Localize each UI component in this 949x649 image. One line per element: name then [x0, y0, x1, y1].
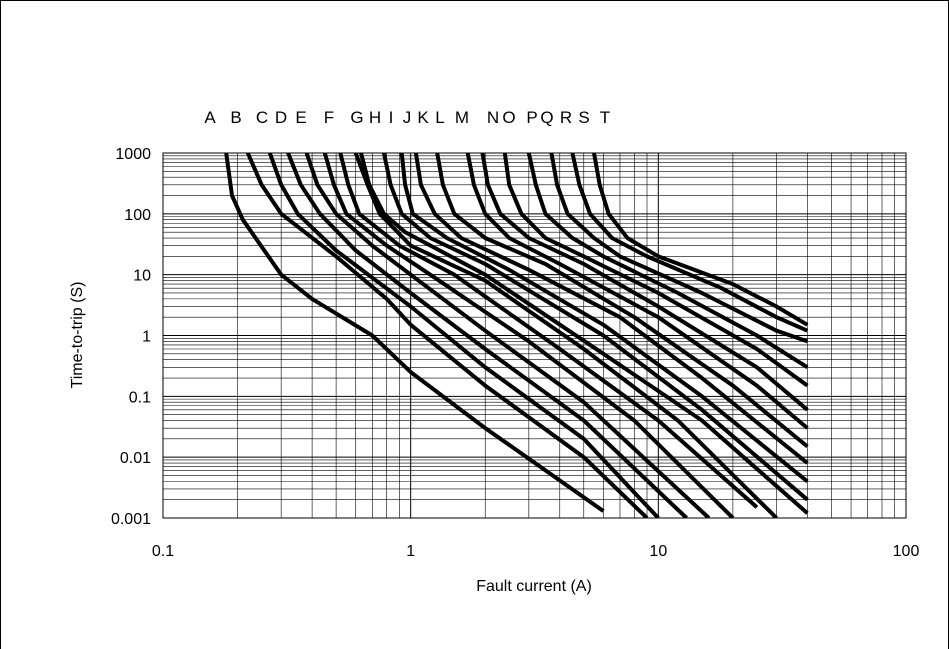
x-tick-label: 1 — [406, 543, 415, 560]
curve-label-p: P — [526, 108, 537, 127]
curve-e — [304, 153, 711, 518]
curve-label-f: F — [324, 108, 334, 127]
curve-b — [245, 153, 649, 518]
curve-k — [399, 153, 809, 483]
curve-m — [435, 153, 809, 449]
plot-area-border — [162, 152, 907, 519]
curve-label-h: H — [369, 108, 381, 127]
curve-label-b: B — [230, 108, 241, 127]
curve-label-t: T — [600, 108, 610, 127]
curve-label-c: C — [256, 108, 268, 127]
curve-a — [224, 153, 605, 513]
curve-g — [338, 153, 759, 509]
curve-label-a: A — [204, 108, 216, 127]
curve-label-j: J — [403, 108, 412, 127]
x-axis-label: Fault current (A) — [476, 578, 592, 595]
curve-label-r: R — [560, 108, 572, 127]
y-tick-label: 100 — [124, 207, 151, 224]
y-tick-label: 1000 — [115, 146, 151, 163]
curve-l — [413, 153, 809, 465]
y-tick-label: 1 — [142, 329, 151, 346]
curve-label-m: M — [455, 108, 469, 127]
curve-j — [381, 153, 809, 502]
curve-label-n: N — [487, 108, 499, 127]
curve-label-s: S — [578, 108, 589, 127]
curve-label-g: G — [350, 108, 363, 127]
x-tick-label: 10 — [649, 543, 667, 560]
x-tick-label: 100 — [893, 543, 920, 560]
curve-t — [592, 153, 809, 327]
curve-label-o: O — [502, 108, 515, 127]
curve-d — [286, 153, 688, 518]
y-axis-label: Time-to-trip (S) — [69, 282, 86, 389]
y-tick-label: 0.01 — [120, 450, 151, 467]
curve-label-k: K — [417, 108, 429, 127]
curve-label-i: I — [389, 108, 394, 127]
y-tick-label: 0.001 — [111, 511, 151, 528]
curves-group — [224, 153, 809, 518]
curve-i — [359, 153, 809, 515]
x-tick-label: 0.1 — [152, 543, 174, 560]
curve-c — [267, 153, 660, 518]
y-tick-labels: 1000 100 10 1 0.1 0.01 0.001 — [111, 146, 151, 528]
x-tick-labels: 0.1 1 10 100 — [152, 543, 920, 560]
curve-label-l: L — [435, 108, 444, 127]
curve-p — [502, 153, 809, 388]
curve-q — [526, 153, 809, 369]
curve-s — [570, 153, 809, 333]
curve-o — [480, 153, 809, 412]
curve-label-e: E — [295, 108, 306, 127]
curve-label-q: Q — [540, 108, 553, 127]
y-tick-label: 0.1 — [129, 389, 151, 406]
curve-f — [322, 153, 735, 518]
y-tick-label: 10 — [133, 268, 151, 285]
curve-n — [465, 153, 809, 430]
curve-label-d: D — [275, 108, 287, 127]
curve-r — [549, 153, 809, 344]
